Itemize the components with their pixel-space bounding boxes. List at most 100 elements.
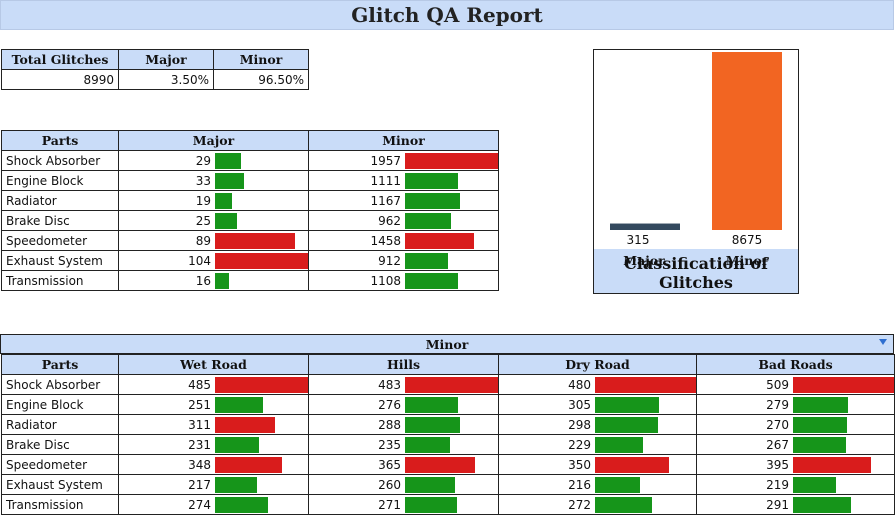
minor-header-wet-road[interactable]: Wet Road — [118, 354, 309, 375]
minor-count-cell[interactable]: 1167 — [308, 190, 499, 211]
condition-count-cell[interactable]: 485 — [118, 374, 309, 395]
part-name-cell[interactable]: Brake Disc — [1, 434, 119, 455]
condition-count-cell[interactable]: 298 — [498, 414, 697, 435]
condition-count-cell[interactable]: 251 — [118, 394, 309, 415]
cell-value: 311 — [188, 417, 211, 432]
data-bar — [793, 396, 849, 413]
condition-count-cell[interactable]: 217 — [118, 474, 309, 495]
data-bar — [215, 272, 230, 289]
minor-header-bad-roads[interactable]: Bad Roads — [696, 354, 895, 375]
condition-count-cell[interactable]: 272 — [498, 494, 697, 515]
summary-table: Total Glitches Major Minor 8990 3.50% 96… — [1, 49, 309, 90]
data-bar — [595, 496, 653, 513]
major-count-cell[interactable]: 16 — [118, 270, 309, 291]
condition-count-cell[interactable]: 348 — [118, 454, 309, 475]
condition-count-cell[interactable]: 395 — [696, 454, 895, 475]
condition-count-cell[interactable]: 305 — [498, 394, 697, 415]
chart-bar-minor[interactable] — [712, 52, 782, 230]
summary-header-major[interactable]: Major — [118, 49, 214, 70]
condition-count-cell[interactable]: 267 — [696, 434, 895, 455]
parts-header-major[interactable]: Major — [118, 130, 309, 151]
minor-header-parts[interactable]: Parts — [1, 354, 119, 375]
condition-count-cell[interactable]: 291 — [696, 494, 895, 515]
dropdown-arrow-icon[interactable] — [879, 339, 887, 345]
cell-value: 1458 — [370, 233, 401, 248]
data-bar — [215, 376, 308, 393]
minor-section-label: Minor — [425, 336, 469, 352]
major-count-cell[interactable]: 89 — [118, 230, 309, 251]
condition-count-cell[interactable]: 350 — [498, 454, 697, 475]
summary-header-total[interactable]: Total Glitches — [1, 49, 119, 70]
chart-bar-major[interactable] — [610, 223, 680, 230]
part-name-cell[interactable]: Engine Block — [1, 170, 119, 191]
minor-count-cell[interactable]: 912 — [308, 250, 499, 271]
chart-category-major: Major — [623, 253, 665, 268]
cell-value: 270 — [766, 417, 789, 432]
summary-minor-value[interactable]: 96.50% — [213, 69, 309, 90]
cell-value: 483 — [378, 377, 401, 392]
summary-major-value[interactable]: 3.50% — [118, 69, 214, 90]
major-count-cell[interactable]: 29 — [118, 150, 309, 171]
condition-count-cell[interactable]: 509 — [696, 374, 895, 395]
cell-value: 89 — [195, 233, 211, 248]
data-bar — [595, 376, 696, 393]
condition-count-cell[interactable]: 480 — [498, 374, 697, 395]
minor-header-dry-road[interactable]: Dry Road — [498, 354, 697, 375]
minor-count-cell[interactable]: 1957 — [308, 150, 499, 171]
minor-count-cell[interactable]: 1458 — [308, 230, 499, 251]
part-name-cell[interactable]: Transmission — [1, 494, 119, 515]
major-count-cell[interactable]: 25 — [118, 210, 309, 231]
condition-count-cell[interactable]: 483 — [308, 374, 499, 395]
condition-count-cell[interactable]: 274 — [118, 494, 309, 515]
summary-total-value[interactable]: 8990 — [1, 69, 119, 90]
part-name-cell[interactable]: Radiator — [1, 414, 119, 435]
condition-count-cell[interactable]: 219 — [696, 474, 895, 495]
minor-section-header[interactable]: Minor — [0, 334, 894, 354]
condition-count-cell[interactable]: 288 — [308, 414, 499, 435]
summary-header-minor[interactable]: Minor — [213, 49, 309, 70]
table-row: Shock Absorber 29 1957 — [1, 150, 499, 171]
condition-count-cell[interactable]: 271 — [308, 494, 499, 515]
condition-count-cell[interactable]: 260 — [308, 474, 499, 495]
data-bar — [793, 476, 837, 493]
parts-table: Parts Major Minor Shock Absorber 29 1957 En… — [1, 130, 499, 291]
part-name-cell[interactable]: Exhaust System — [1, 474, 119, 495]
minor-count-cell[interactable]: 1111 — [308, 170, 499, 191]
part-name-cell[interactable]: Brake Disc — [1, 210, 119, 231]
condition-count-cell[interactable]: 231 — [118, 434, 309, 455]
part-name-cell[interactable]: Exhaust System — [1, 250, 119, 271]
condition-count-cell[interactable]: 279 — [696, 394, 895, 415]
minor-count-cell[interactable]: 1108 — [308, 270, 499, 291]
cell-value: 19 — [195, 193, 211, 208]
major-count-cell[interactable]: 33 — [118, 170, 309, 191]
cell-value: 16 — [195, 273, 211, 288]
part-name-cell[interactable]: Shock Absorber — [1, 150, 119, 171]
cell-value: 509 — [766, 377, 789, 392]
parts-header-parts[interactable]: Parts — [1, 130, 119, 151]
major-count-cell[interactable]: 19 — [118, 190, 309, 211]
minor-header-hills[interactable]: Hills — [308, 354, 499, 375]
part-name-cell[interactable]: Speedometer — [1, 230, 119, 251]
part-name-cell[interactable]: Transmission — [1, 270, 119, 291]
part-name-cell[interactable]: Radiator — [1, 190, 119, 211]
table-row: Shock Absorber 485 483 480 509 — [1, 374, 895, 395]
part-name-cell[interactable]: Engine Block — [1, 394, 119, 415]
cell-value: 276 — [378, 397, 401, 412]
major-count-cell[interactable]: 104 — [118, 250, 309, 271]
condition-count-cell[interactable]: 216 — [498, 474, 697, 495]
condition-count-cell[interactable]: 229 — [498, 434, 697, 455]
classification-chart[interactable]: 315 8675 Major Minor Classification of G… — [593, 49, 799, 294]
parts-header-minor[interactable]: Minor — [308, 130, 499, 151]
minor-count-cell[interactable]: 962 — [308, 210, 499, 231]
condition-count-cell[interactable]: 270 — [696, 414, 895, 435]
data-bar — [405, 212, 451, 229]
cell-value: 271 — [378, 497, 401, 512]
part-name-cell[interactable]: Speedometer — [1, 454, 119, 475]
condition-count-cell[interactable]: 311 — [118, 414, 309, 435]
condition-count-cell[interactable]: 365 — [308, 454, 499, 475]
table-row: Brake Disc 231 235 229 267 — [1, 434, 895, 455]
cell-value: 272 — [568, 497, 591, 512]
part-name-cell[interactable]: Shock Absorber — [1, 374, 119, 395]
condition-count-cell[interactable]: 276 — [308, 394, 499, 415]
condition-count-cell[interactable]: 235 — [308, 434, 499, 455]
